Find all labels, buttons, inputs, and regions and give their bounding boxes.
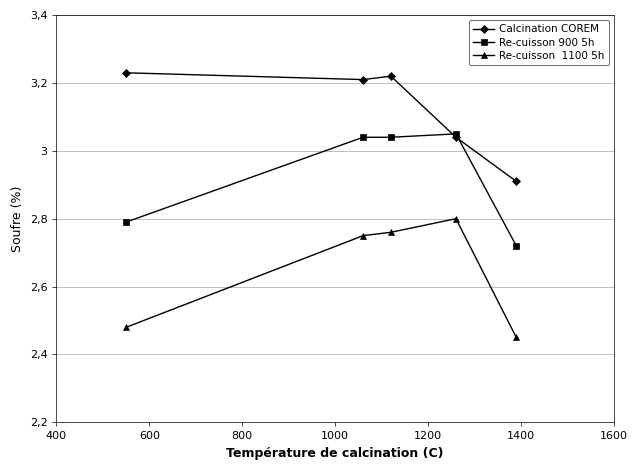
Calcination COREM — [387, 73, 395, 79]
Re-cuisson 900 5h — [452, 131, 460, 137]
Re-cuisson  1100 5h — [512, 335, 520, 341]
Legend: Calcination COREM, Re-cuisson 900 5h, Re-cuisson  1100 5h: Calcination COREM, Re-cuisson 900 5h, Re… — [469, 20, 609, 65]
Re-cuisson  1100 5h — [387, 229, 395, 235]
Re-cuisson  1100 5h — [359, 233, 367, 238]
Calcination COREM — [452, 134, 460, 140]
Y-axis label: Soufre (%): Soufre (%) — [11, 186, 24, 252]
Calcination COREM — [512, 179, 520, 184]
Calcination COREM — [122, 70, 130, 76]
Line: Re-cuisson 900 5h: Re-cuisson 900 5h — [123, 131, 519, 249]
X-axis label: Température de calcination (C): Température de calcination (C) — [226, 447, 444, 460]
Re-cuisson  1100 5h — [122, 325, 130, 330]
Re-cuisson  1100 5h — [452, 216, 460, 221]
Calcination COREM — [359, 77, 367, 82]
Re-cuisson 900 5h — [122, 219, 130, 225]
Line: Re-cuisson  1100 5h: Re-cuisson 1100 5h — [123, 216, 519, 340]
Re-cuisson 900 5h — [387, 134, 395, 140]
Re-cuisson 900 5h — [359, 134, 367, 140]
Line: Calcination COREM: Calcination COREM — [123, 70, 519, 184]
Re-cuisson 900 5h — [512, 243, 520, 249]
